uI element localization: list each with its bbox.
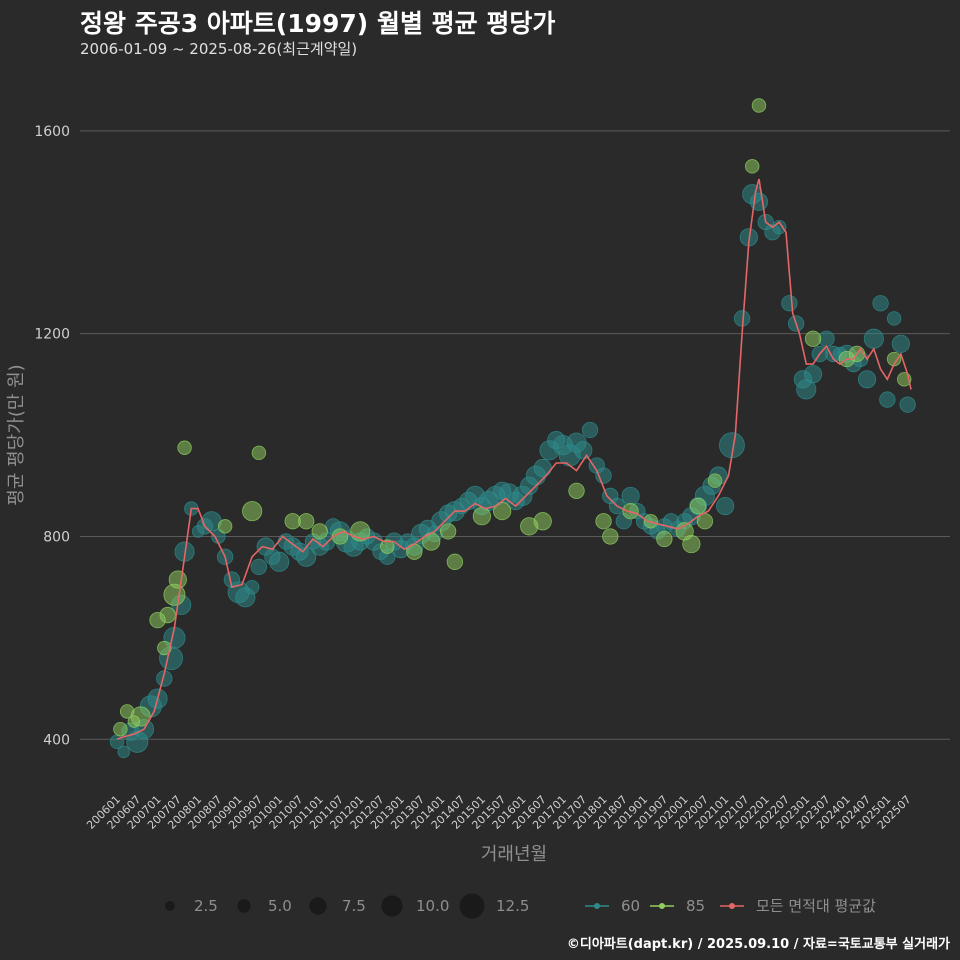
y-tick-label: 800 bbox=[43, 529, 70, 545]
data-points bbox=[109, 98, 916, 759]
legend-series-label: 60 bbox=[621, 897, 640, 915]
point-60 bbox=[117, 745, 131, 759]
legend-swatch-dot bbox=[729, 903, 735, 909]
point-60 bbox=[886, 311, 902, 326]
grid-lines bbox=[80, 130, 950, 740]
point-85 bbox=[157, 640, 172, 656]
point-85 bbox=[380, 539, 395, 554]
point-85 bbox=[168, 570, 187, 589]
size-legend-label: 12.5 bbox=[496, 897, 529, 915]
y-axis-label: 평균 평당가(만 원) bbox=[6, 364, 27, 505]
average-line-group bbox=[116, 178, 912, 741]
point-60 bbox=[716, 496, 735, 516]
point-85 bbox=[217, 519, 233, 534]
point-85 bbox=[568, 482, 585, 499]
size-legend-dot bbox=[381, 895, 403, 917]
legend-swatch-dot bbox=[659, 903, 665, 909]
point-85 bbox=[689, 497, 707, 515]
point-60 bbox=[899, 396, 916, 413]
average-line bbox=[116, 178, 912, 741]
point-85 bbox=[311, 523, 328, 540]
legend-series-label: 모든 면적대 평균값 bbox=[756, 897, 876, 915]
size-legend-dot bbox=[459, 893, 485, 919]
point-85 bbox=[446, 553, 464, 570]
point-60 bbox=[621, 486, 640, 506]
point-60 bbox=[891, 334, 910, 353]
point-85 bbox=[113, 721, 128, 737]
point-85 bbox=[251, 445, 267, 461]
point-60 bbox=[872, 295, 889, 312]
legend-series-label: 85 bbox=[686, 897, 705, 915]
point-85 bbox=[622, 502, 639, 520]
size-legend-dot bbox=[309, 897, 327, 915]
point-85 bbox=[533, 512, 552, 531]
point-85 bbox=[159, 606, 176, 624]
point-60 bbox=[574, 441, 593, 460]
point-85 bbox=[656, 530, 673, 548]
point-60 bbox=[581, 421, 599, 439]
point-85 bbox=[682, 534, 701, 554]
y-tick-label: 400 bbox=[43, 732, 70, 748]
point-60 bbox=[269, 551, 290, 572]
point-85 bbox=[130, 706, 151, 727]
point-85 bbox=[493, 502, 512, 521]
size-legend-label: 10.0 bbox=[416, 897, 449, 915]
point-60 bbox=[803, 365, 823, 384]
size-legend-dot bbox=[237, 899, 251, 913]
size-legend-label: 2.5 bbox=[194, 897, 218, 915]
x-axis-label: 거래년월 bbox=[481, 844, 547, 865]
point-85 bbox=[745, 159, 760, 174]
point-60 bbox=[244, 579, 260, 595]
point-85 bbox=[751, 98, 767, 113]
point-85 bbox=[439, 523, 457, 540]
point-60 bbox=[781, 295, 798, 312]
point-60 bbox=[250, 558, 268, 576]
point-60 bbox=[879, 391, 896, 408]
point-85 bbox=[595, 513, 612, 530]
legend-swatch-dot bbox=[594, 903, 600, 909]
size-legend-dot bbox=[165, 901, 175, 911]
y-tick-label: 1200 bbox=[34, 327, 70, 343]
size-legend-label: 5.0 bbox=[268, 897, 292, 915]
point-85 bbox=[242, 501, 263, 522]
y-tick-labels: 400 800 1200 1600 bbox=[34, 124, 70, 748]
x-tick-labels: 2006012006072007012007072008012008072009… bbox=[84, 793, 914, 832]
point-85 bbox=[298, 513, 315, 530]
chart-title: 정왕 주공3 아파트(1997) 월별 평균 평당가 bbox=[80, 9, 556, 38]
legend: 2.5 5.0 7.5 10.0 12.5 60 85 모든 면적대 평균값 bbox=[165, 893, 876, 919]
point-85 bbox=[602, 528, 619, 545]
point-85 bbox=[707, 473, 723, 488]
point-85 bbox=[804, 330, 822, 347]
size-legend-label: 7.5 bbox=[342, 897, 366, 915]
point-85 bbox=[177, 440, 192, 455]
point-85 bbox=[643, 514, 659, 529]
y-tick-label: 1600 bbox=[34, 124, 70, 140]
point-60 bbox=[533, 458, 552, 478]
footer-credit: ©디아파트(dapt.kr) / 2025.09.10 / 자료=국토교통부 실… bbox=[566, 937, 950, 952]
point-60 bbox=[857, 370, 877, 389]
chart-subtitle: 2006-01-09 ~ 2025-08-26(최근계약일) bbox=[80, 40, 358, 58]
point-60 bbox=[863, 328, 884, 349]
point-85 bbox=[472, 507, 492, 526]
